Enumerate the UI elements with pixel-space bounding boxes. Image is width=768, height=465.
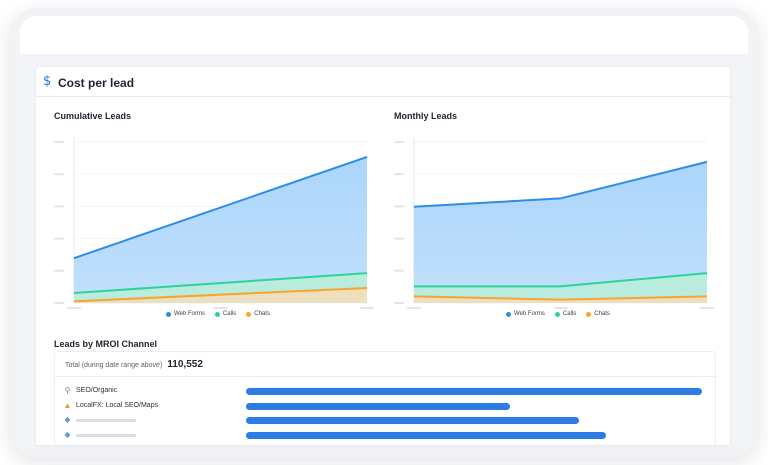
divider — [55, 376, 715, 377]
legend-label: Calls — [562, 311, 577, 317]
channel-row[interactable]: ▲ LocalFX: Local SEO/Maps — [63, 401, 713, 411]
top-bar — [20, 16, 748, 54]
legend-calls: Calls — [554, 311, 577, 317]
channel-icon: ◆ — [64, 415, 71, 424]
legend-label: Web Forms — [174, 311, 205, 317]
cumulative-leads-chart — [54, 137, 374, 309]
line-web-forms — [413, 160, 708, 208]
chats-dot — [246, 311, 252, 317]
channel-row[interactable]: ⚲ SEO/Organic — [63, 386, 713, 396]
chats-dot — [586, 311, 592, 317]
y-tick-placeholder — [54, 237, 64, 240]
channel-label-placeholder — [76, 419, 136, 422]
monthly-leads-chart — [394, 137, 714, 309]
seo-icon: ⚲ — [64, 386, 71, 395]
y-tick-placeholder — [54, 302, 64, 304]
monthly-leads-title: Monthly Leads — [394, 111, 458, 121]
local-seo-icon: ▲ — [63, 400, 72, 410]
dollar-icon: $ — [43, 74, 52, 89]
channel-label-placeholder — [76, 433, 136, 437]
x-tick-placeholder — [700, 307, 714, 309]
y-tick-placeholder — [394, 302, 404, 304]
channel-row[interactable]: ◆ — [63, 444, 713, 445]
area-web-forms — [414, 161, 707, 303]
channel-row[interactable]: ◆ — [63, 430, 713, 440]
x-tick-placeholder — [213, 307, 228, 309]
y-tick-placeholder — [394, 237, 404, 240]
channel-row[interactable]: ◆ — [63, 415, 713, 425]
channel-label: SEO/Organic — [76, 387, 118, 394]
mroi-panel: Total (during date range above) 110,552 … — [54, 351, 716, 445]
cumulative-leads-title: Cumulative Leads — [54, 111, 132, 121]
calls-dot — [214, 311, 220, 317]
monthly-legend: Web Forms Calls Chats — [506, 311, 610, 317]
line-calls — [414, 272, 708, 288]
channel-bar — [246, 402, 511, 410]
line-calls — [73, 272, 368, 295]
x-tick-placeholder — [407, 307, 421, 309]
legend-label: Web Forms — [514, 311, 545, 317]
y-tick-placeholder — [394, 141, 404, 143]
y-tick-placeholder — [54, 205, 64, 208]
line-chats — [413, 295, 708, 301]
x-tick-placeholder — [553, 307, 568, 309]
channel-bar — [246, 431, 607, 439]
y-tick-placeholder — [394, 269, 404, 272]
card-title: Cost per lead — [58, 76, 135, 90]
area-web-forms — [74, 156, 367, 303]
cost-per-lead-card: $ Cost per lead Cumulative Leads Web For… — [36, 67, 730, 445]
y-tick-placeholder — [394, 205, 404, 208]
channel-bar — [246, 388, 702, 395]
y-tick-placeholder — [54, 173, 64, 176]
line-chats — [73, 287, 368, 303]
channel-icon: ◆ — [63, 444, 72, 445]
legend-chats: Chats — [246, 311, 270, 317]
legend-label: Calls — [222, 311, 237, 317]
channel-bar — [246, 417, 579, 424]
y-tick-placeholder — [54, 141, 64, 143]
total-row: Total (during date range above) 110,552 — [65, 359, 203, 370]
legend-label: Chats — [254, 311, 270, 317]
channel-icon: ◆ — [64, 429, 71, 439]
web-forms-dot — [166, 311, 171, 317]
channel-label: LocalFX: Local SEO/Maps — [76, 401, 159, 409]
legend-web-forms: Web Forms — [506, 311, 545, 317]
x-tick-placeholder — [67, 307, 81, 309]
y-tick-placeholder — [54, 269, 64, 272]
y-tick-placeholder — [394, 173, 404, 176]
web-forms-dot — [506, 311, 511, 317]
legend-label: Chats — [594, 311, 610, 317]
x-tick-placeholder — [360, 307, 374, 309]
calls-dot — [554, 311, 560, 317]
legend-calls: Calls — [214, 311, 237, 317]
mroi-title: Leads by MROI Channel — [54, 339, 158, 349]
total-label: Total (during date range above) — [65, 362, 163, 369]
legend-chats: Chats — [586, 311, 610, 317]
total-value: 110,552 — [167, 359, 203, 370]
cumulative-legend: Web Forms Calls Chats — [166, 311, 270, 317]
card-header: $ Cost per lead — [36, 67, 730, 97]
legend-web-forms: Web Forms — [166, 311, 205, 317]
line-web-forms — [73, 155, 368, 260]
